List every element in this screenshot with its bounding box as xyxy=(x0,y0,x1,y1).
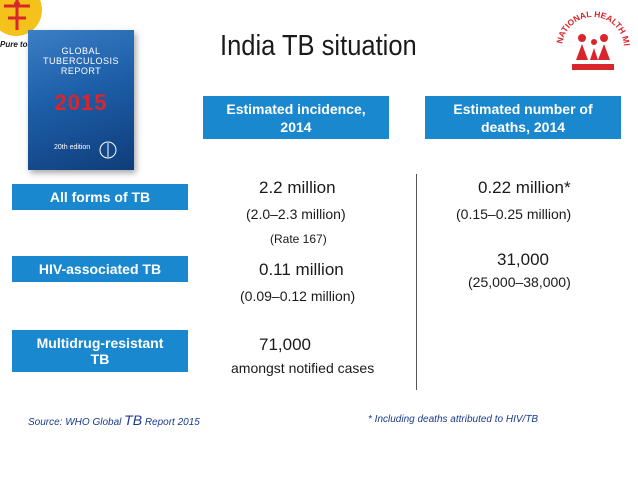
hiv-deaths-range: (25,000–38,000) xyxy=(468,274,571,290)
hiv-deaths-value: 31,000 xyxy=(497,250,549,269)
organization-logo xyxy=(0,0,60,60)
cover-title: GLOBAL TUBERCULOSIS REPORT xyxy=(42,46,119,76)
cover-year: 2015 xyxy=(54,90,108,115)
all-forms-incidence-value: 2.2 million xyxy=(259,178,336,197)
hiv-incidence-range: (0.09–0.12 million) xyxy=(240,288,356,304)
row-label-all-forms: All forms of TB xyxy=(12,184,188,210)
global-tb-report-cover: GLOBAL TUBERCULOSIS REPORT 2015 20th edi… xyxy=(28,30,134,170)
mdr-incidence-note: amongst notified cases xyxy=(231,360,375,376)
cover-edition: 20th edition xyxy=(54,144,91,151)
page-title: India TB situation xyxy=(220,30,417,62)
all-forms-incidence-range: (2.0–2.3 million) xyxy=(246,206,346,222)
national-health-mission-logo: NATIONAL HEALTH MISSION xyxy=(549,0,634,86)
row-label-multidrug-resistant: Multidrug-resistant TB xyxy=(12,330,188,372)
column-divider xyxy=(416,174,417,390)
who-emblem-icon xyxy=(99,141,117,159)
row-label-hiv-associated: HIV-associated TB xyxy=(12,256,188,282)
logo-tagline: Pure tour xyxy=(0,40,36,49)
all-forms-incidence-rate: (Rate 167) xyxy=(270,232,327,246)
mdr-incidence-value: 71,000 xyxy=(259,335,311,354)
footnote: * Including deaths attributed to HIV/TB xyxy=(368,414,539,425)
header-estimated-incidence: Estimated incidence, 2014 xyxy=(203,96,389,139)
all-forms-deaths-value: 0.22 million* xyxy=(478,178,571,197)
hiv-incidence-value: 0.11 million xyxy=(259,260,344,279)
all-forms-deaths-range: (0.15–0.25 million) xyxy=(456,206,572,222)
header-estimated-deaths: Estimated number of deaths, 2014 xyxy=(425,96,621,139)
source-citation: Source: WHO Global TB Report 2015 xyxy=(28,412,200,428)
